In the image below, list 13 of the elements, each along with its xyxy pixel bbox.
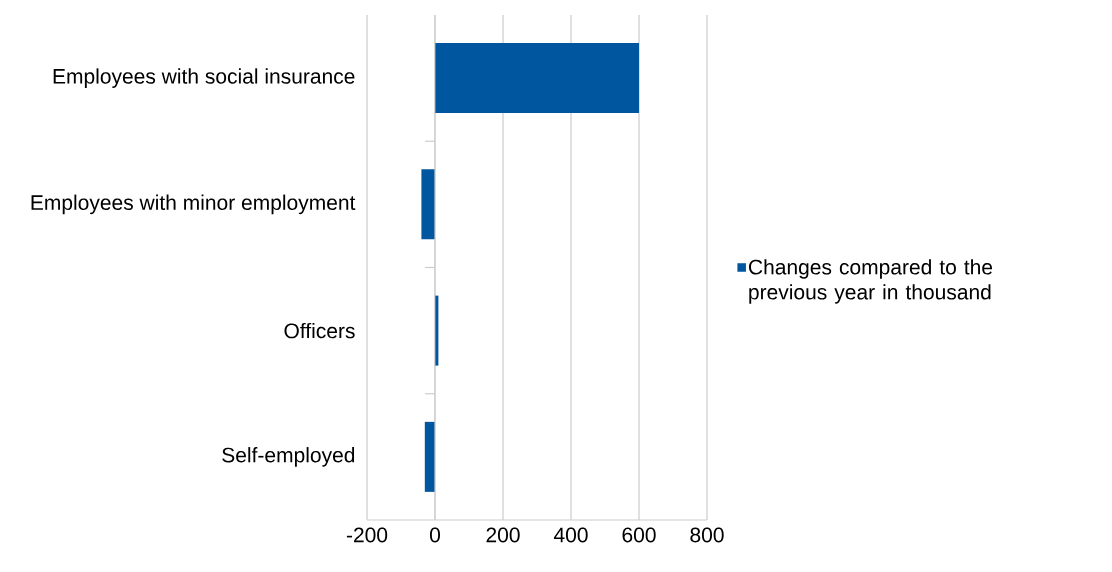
- x-tick-label: -200: [346, 527, 388, 543]
- x-tick-label: 200: [486, 527, 520, 543]
- y-tick-label: Self-employed: [222, 447, 355, 467]
- x-tick-label: 600: [622, 527, 656, 543]
- y-tick-label: Employees with minor employment: [31, 194, 356, 215]
- y-tick-label: Officers: [284, 322, 355, 339]
- bar: [421, 169, 435, 240]
- bar: [435, 43, 639, 114]
- x-tick-label: 800: [690, 527, 724, 543]
- legend-label: Changes compared to the previous year in thousand: [749, 259, 993, 304]
- x-tick-label: 400: [553, 527, 588, 543]
- x-tick-label: 0: [429, 527, 441, 543]
- y-tick-label: Employees with social insurance: [53, 68, 355, 88]
